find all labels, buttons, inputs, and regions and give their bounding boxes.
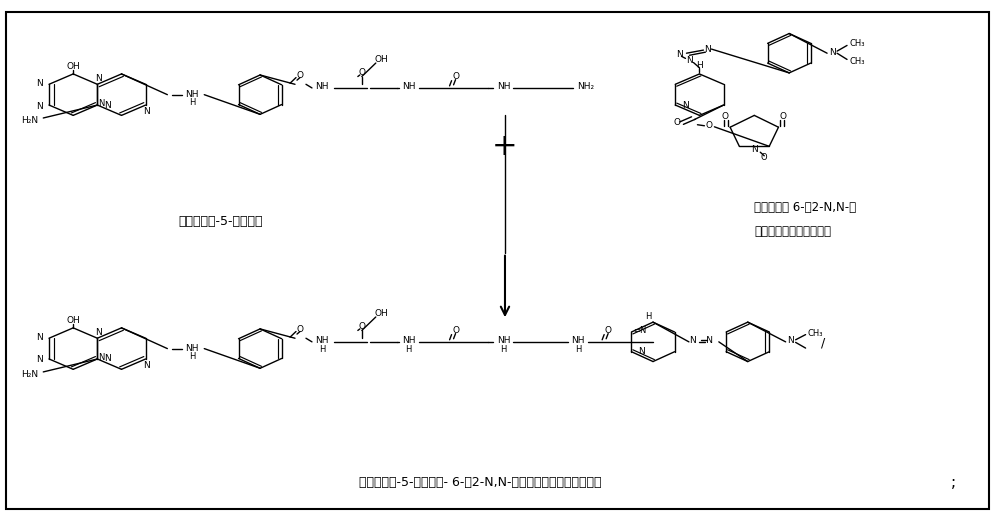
Text: N: N xyxy=(104,354,111,364)
Text: ;: ; xyxy=(951,475,956,490)
Text: O: O xyxy=(761,153,768,163)
Text: H₂N: H₂N xyxy=(21,116,38,125)
Text: N: N xyxy=(95,328,102,337)
Text: N: N xyxy=(143,107,150,116)
Text: H: H xyxy=(189,352,195,361)
Text: NH: NH xyxy=(186,90,199,98)
Text: H: H xyxy=(319,345,325,354)
Text: N: N xyxy=(704,45,711,54)
Text: N: N xyxy=(36,333,42,342)
Text: +: + xyxy=(492,132,518,161)
Text: O: O xyxy=(452,326,459,335)
Text: N: N xyxy=(686,56,693,65)
Text: N: N xyxy=(787,337,794,345)
Text: H: H xyxy=(189,98,195,107)
Text: /: / xyxy=(821,337,826,350)
FancyBboxPatch shape xyxy=(6,12,989,509)
Text: OH: OH xyxy=(66,316,80,325)
Text: 甲基苯甲醉亚肼基）烟酸: 甲基苯甲醉亚肼基）烟酸 xyxy=(754,225,831,238)
Text: N: N xyxy=(95,73,102,83)
Text: N: N xyxy=(751,145,758,154)
Text: N: N xyxy=(829,48,835,57)
Text: O: O xyxy=(296,325,303,334)
Text: NH: NH xyxy=(315,82,329,91)
Text: 蝶酰赖氨酸-5-氨基戊酸- 6-（2-N,N-二甲基苯甲醉亚肼基）烟酸: 蝶酰赖氨酸-5-氨基戊酸- 6-（2-N,N-二甲基苯甲醉亚肼基）烟酸 xyxy=(359,476,601,489)
Text: =N: =N xyxy=(633,327,646,336)
Text: O: O xyxy=(296,71,303,80)
Text: H: H xyxy=(575,345,581,354)
Text: O: O xyxy=(722,113,729,121)
Text: NH: NH xyxy=(315,337,329,345)
Text: N: N xyxy=(676,49,683,59)
Text: N: N xyxy=(638,347,645,356)
Text: NH: NH xyxy=(497,82,510,91)
Text: H: H xyxy=(645,313,651,321)
Text: N: N xyxy=(36,79,42,88)
Text: O: O xyxy=(452,72,459,81)
Text: NH: NH xyxy=(402,337,415,345)
Text: 琅珀酰亚胺 6-（2-N,N-二: 琅珀酰亚胺 6-（2-N,N-二 xyxy=(754,201,856,214)
Text: NH: NH xyxy=(186,343,199,353)
Text: O: O xyxy=(780,113,787,121)
Text: N: N xyxy=(36,355,42,365)
Text: H: H xyxy=(696,61,703,70)
Text: O: O xyxy=(358,322,365,331)
Text: NH: NH xyxy=(571,337,585,345)
Text: N: N xyxy=(690,336,696,345)
Text: N: N xyxy=(98,353,105,362)
Text: -N: -N xyxy=(704,336,714,345)
Text: O: O xyxy=(706,121,713,130)
Text: OH: OH xyxy=(375,55,389,64)
Text: N: N xyxy=(104,101,111,109)
Text: N: N xyxy=(682,101,689,109)
Text: O: O xyxy=(358,68,365,77)
Text: 蝶酰赖氨酸-5-氨基戊酸: 蝶酰赖氨酸-5-氨基戊酸 xyxy=(179,215,263,228)
Text: H: H xyxy=(500,345,507,354)
Text: H₂N: H₂N xyxy=(21,370,38,379)
Text: O: O xyxy=(673,118,680,127)
Text: H: H xyxy=(406,345,412,354)
Text: N: N xyxy=(143,361,150,370)
Text: O: O xyxy=(605,326,612,335)
Text: CH₃: CH₃ xyxy=(808,329,823,338)
Text: NH: NH xyxy=(497,337,510,345)
Text: CH₃: CH₃ xyxy=(849,40,865,48)
Text: N: N xyxy=(36,102,42,110)
Text: OH: OH xyxy=(375,309,389,318)
Text: N: N xyxy=(98,99,105,108)
Text: NH₂: NH₂ xyxy=(577,82,594,91)
Text: NH: NH xyxy=(402,82,415,91)
Text: OH: OH xyxy=(66,62,80,71)
Text: CH₃: CH₃ xyxy=(849,57,865,66)
